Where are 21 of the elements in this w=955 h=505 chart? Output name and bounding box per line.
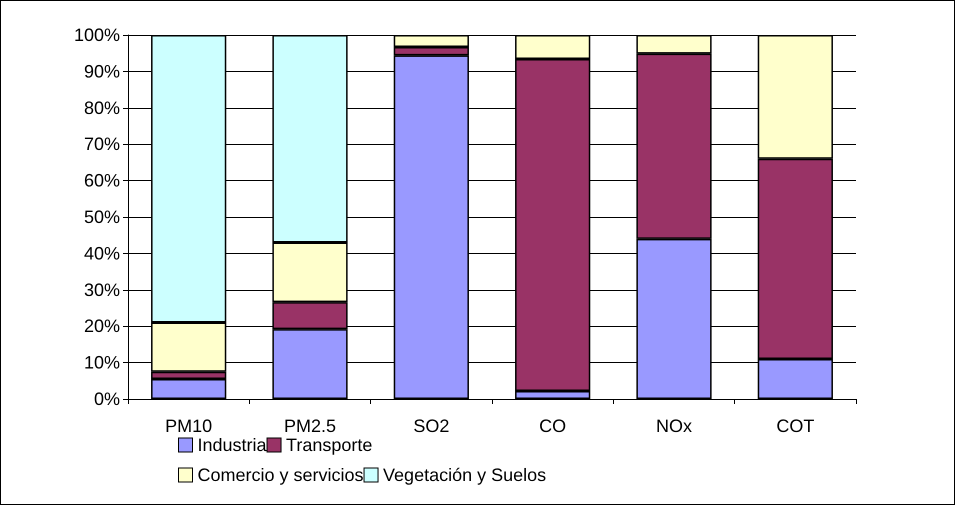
legend-label: Comercio y servicios	[198, 465, 364, 485]
y-tick-label: 0%	[94, 389, 120, 409]
y-tick-label: 90%	[84, 61, 120, 82]
y-tick-label: 60%	[84, 170, 120, 191]
x-tick-label: SO2	[413, 416, 450, 436]
y-tick-label: 10%	[84, 352, 120, 373]
legend-label: Transporte	[286, 435, 372, 455]
legend-label: Vegetación y Suelos	[383, 465, 546, 485]
x-tick-label: CO	[539, 416, 566, 436]
y-tick-label: 20%	[84, 316, 120, 336]
y-tick-label: 50%	[84, 207, 120, 227]
legend-label: Industria	[198, 435, 268, 455]
y-tick-label: 70%	[84, 134, 120, 154]
x-tick-label: COT	[776, 416, 814, 436]
x-tick-label: PM10	[165, 416, 212, 436]
y-tick-label: 40%	[84, 243, 120, 264]
y-tick-label: 80%	[84, 98, 120, 118]
x-tick-label: PM2.5	[284, 416, 336, 436]
y-tick-label: 100%	[74, 25, 120, 45]
x-tick-label: NOx	[656, 416, 692, 436]
y-tick-label: 30%	[84, 280, 120, 300]
